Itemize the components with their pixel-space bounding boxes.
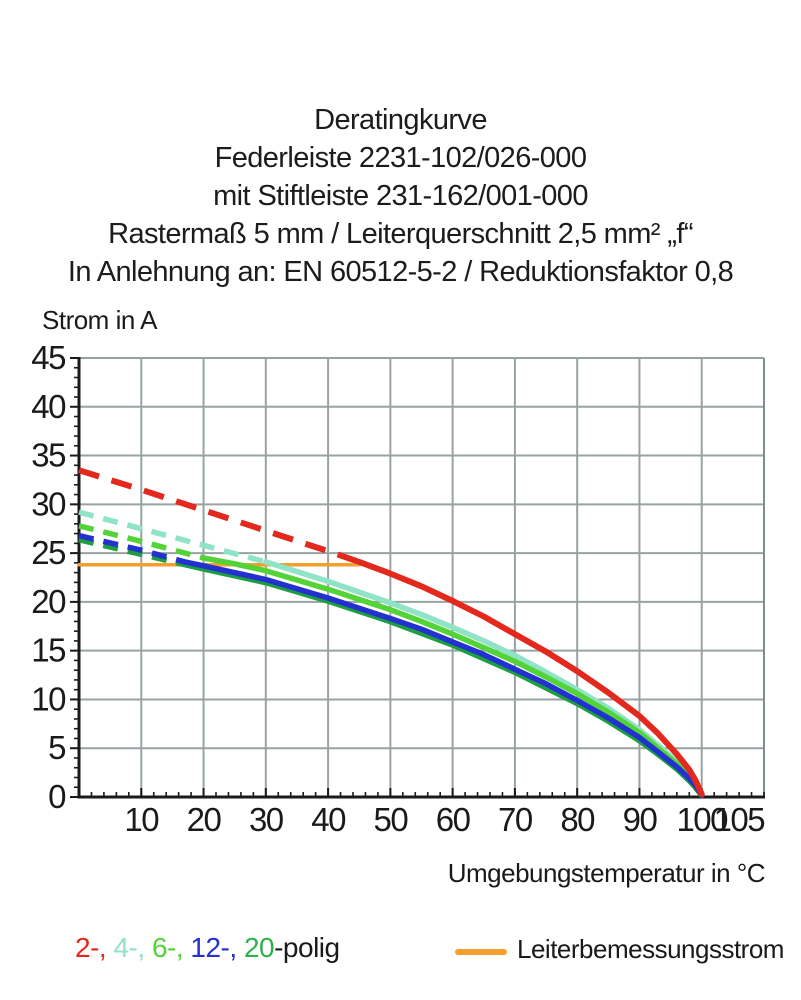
curve-2-polig: [356, 558, 705, 798]
y-tick-label: 5: [48, 729, 65, 766]
subtitle-stiftleiste: mit Stiftleiste 231-162/001-000: [213, 180, 588, 212]
x-tick-label: 105: [714, 801, 765, 838]
x-tick-label: 70: [498, 801, 533, 838]
curve-20-polig-dashed: [78, 536, 180, 566]
y-axis-title: Strom in A: [42, 305, 157, 335]
x-tick-label: 100: [676, 801, 728, 838]
x-tick-label: 40: [311, 801, 346, 838]
legend-pole-item: 12-,: [190, 932, 244, 963]
title-block: Deratingkurve Federleiste 2231-102/026-0…: [0, 101, 801, 291]
curve-4-polig-dashed: [78, 509, 267, 565]
y-tick-label: 40: [31, 388, 66, 425]
x-tick-label: 80: [560, 801, 595, 838]
y-tick-label: 45: [31, 339, 65, 376]
chart-title: Deratingkurve: [314, 104, 487, 136]
legend-pole-item: 6-,: [151, 932, 191, 963]
subtitle-federleiste: Federleiste 2231-102/026-000: [214, 142, 587, 174]
legend-pole-item: 2-,: [75, 932, 114, 963]
x-tick-label: 30: [249, 801, 284, 838]
curve-12-polig-dashed: [78, 532, 186, 565]
curve-12-polig: [182, 559, 705, 798]
x-tick-label: 20: [187, 801, 222, 838]
y-tick-label: 20: [31, 583, 66, 620]
y-tick-label: 10: [31, 680, 66, 717]
y-tick-label: 0: [48, 778, 66, 815]
y-tick-label: 15: [31, 632, 65, 669]
legend-pole-item: 20: [243, 932, 275, 963]
x-tick-label: 90: [623, 801, 658, 838]
legend-pole-item: 4-,: [113, 932, 152, 963]
curve-6-polig-dashed: [78, 523, 205, 561]
x-axis-title: Umgebungstemperatur in °C: [447, 858, 766, 888]
x-tick-label: 60: [436, 801, 471, 838]
rated-current-line-swatch: [455, 949, 507, 955]
rated-current-label: Leiterbemessungsstrom: [517, 934, 784, 964]
y-tick-label: 30: [31, 485, 66, 522]
y-tick-label: 25: [31, 534, 65, 571]
subtitle-rastermass: Rastermaß 5 mm / Leiterquerschnitt 2,5 m…: [108, 218, 693, 250]
x-tick-label: 10: [124, 801, 159, 838]
pole-count-legend: 2-, 4-, 6-, 12-, 20-polig: [75, 932, 340, 964]
y-tick-label: 35: [31, 437, 65, 474]
pole-legend-suffix: -polig: [274, 932, 340, 963]
subtitle-norm: In Anlehnung an: EN 60512-5-2 / Reduktio…: [67, 256, 734, 288]
curve-2-polig-dashed: [78, 467, 361, 565]
x-tick-label: 50: [374, 801, 409, 838]
